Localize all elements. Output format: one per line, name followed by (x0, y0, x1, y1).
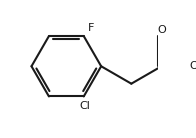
Text: Cl: Cl (79, 101, 90, 111)
Text: OH: OH (189, 61, 196, 71)
Text: O: O (157, 25, 166, 35)
Text: F: F (88, 23, 94, 33)
